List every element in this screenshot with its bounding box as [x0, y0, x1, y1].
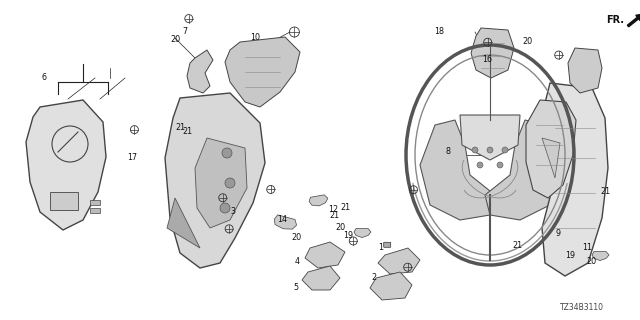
FancyBboxPatch shape [384, 242, 390, 247]
Circle shape [225, 178, 235, 188]
Polygon shape [187, 50, 213, 93]
Text: 20: 20 [522, 37, 532, 46]
Text: 7: 7 [182, 28, 187, 36]
Polygon shape [568, 48, 602, 93]
Polygon shape [167, 198, 200, 248]
Text: 21: 21 [340, 204, 350, 212]
Polygon shape [225, 37, 300, 107]
Text: 17: 17 [127, 154, 137, 163]
Text: 1: 1 [378, 244, 383, 252]
Text: TZ34B3110: TZ34B3110 [560, 303, 604, 313]
Polygon shape [354, 228, 371, 237]
Polygon shape [275, 215, 296, 229]
Polygon shape [542, 83, 608, 276]
Text: 20: 20 [170, 36, 180, 44]
Polygon shape [195, 138, 247, 228]
Polygon shape [526, 100, 576, 198]
Circle shape [472, 147, 478, 153]
Text: 21: 21 [600, 188, 610, 196]
Text: 21: 21 [175, 124, 185, 132]
Polygon shape [460, 115, 520, 160]
Bar [90, 208, 100, 213]
Text: 10: 10 [250, 34, 260, 43]
Text: 2: 2 [371, 273, 376, 282]
Polygon shape [471, 28, 514, 78]
FancyBboxPatch shape [230, 213, 237, 222]
Text: 11: 11 [582, 244, 592, 252]
Polygon shape [378, 248, 420, 274]
Text: 18: 18 [434, 28, 444, 36]
Polygon shape [26, 100, 106, 230]
Text: FR.: FR. [606, 15, 624, 25]
Text: 6: 6 [42, 74, 47, 83]
Polygon shape [165, 93, 265, 268]
Circle shape [220, 203, 230, 213]
Bar [90, 200, 100, 205]
Text: 9: 9 [556, 229, 561, 238]
Polygon shape [370, 272, 412, 300]
Text: 19: 19 [343, 230, 353, 239]
Polygon shape [542, 138, 560, 178]
Text: 12: 12 [328, 205, 338, 214]
Circle shape [497, 162, 503, 168]
Text: 14: 14 [277, 215, 287, 225]
Bar [50, 192, 78, 210]
Text: 3: 3 [230, 207, 235, 217]
FancyArrow shape [627, 14, 640, 27]
Text: 19: 19 [565, 252, 575, 260]
Polygon shape [592, 252, 609, 260]
Text: 21: 21 [182, 127, 192, 137]
Polygon shape [420, 120, 495, 220]
Text: 20: 20 [586, 258, 596, 267]
Circle shape [222, 148, 232, 158]
Polygon shape [305, 242, 345, 268]
Text: 20: 20 [291, 234, 301, 243]
Polygon shape [309, 195, 328, 206]
Text: 16: 16 [482, 55, 492, 65]
Polygon shape [485, 120, 560, 220]
Text: 21: 21 [512, 241, 522, 250]
Circle shape [477, 162, 483, 168]
Circle shape [487, 147, 493, 153]
Text: 20: 20 [335, 223, 345, 233]
Circle shape [502, 147, 508, 153]
Text: 8: 8 [446, 148, 451, 156]
Text: 4: 4 [295, 258, 300, 267]
Polygon shape [302, 266, 340, 290]
Text: 5: 5 [293, 283, 298, 292]
Text: 21: 21 [329, 211, 339, 220]
